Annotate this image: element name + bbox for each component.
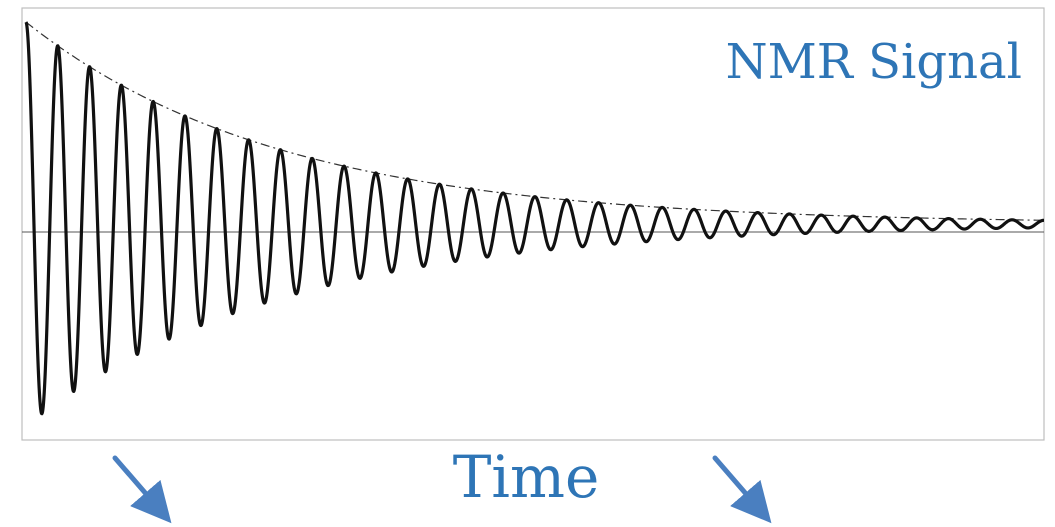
right-arrow-icon — [712, 455, 772, 524]
left-arrow-icon — [112, 455, 172, 524]
x-axis-label: Time — [453, 443, 600, 511]
nmr-signal-line — [24, 21, 1046, 416]
chart-title: NMR Signal — [726, 34, 1022, 90]
